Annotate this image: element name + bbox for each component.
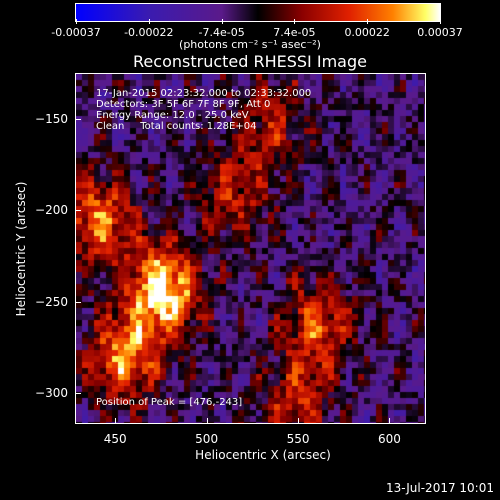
annotation-time: 17-Jan-2015 02:23:32.000 to 02:33:32.000 [96,88,312,99]
colorbar-tick-mark [148,19,150,24]
y-axis-label: Heliocentric Y (arcsec) [14,181,28,317]
x-axis-label: Heliocentric X (arcsec) [195,448,331,462]
y-tick-mark [75,301,81,303]
colorbar-tick-mark [367,19,369,24]
y-tick-label: −200 [35,203,68,218]
colorbar-tick-mark [76,19,77,24]
footer-date: 13-Jul-2017 10:01 [385,481,494,495]
x-tick-label: 600 [377,432,401,446]
chart-title: Reconstructed RHESSI Image [133,52,367,71]
colorbar-tick-label: -7.4e-05 [198,26,245,39]
annotation-peak: Position of Peak = [476,-243] [96,397,243,408]
plot-area [75,73,426,424]
annotation-energy: Energy Range: 12.0 - 25.0 keV [96,110,249,121]
y-tick-mark [75,210,81,212]
x-tick-mark [298,418,300,424]
y-tick-label: −250 [35,294,68,309]
y-tick-mark [75,392,81,394]
annotation-detectors: Detectors: 3F 5F 6F 7F 8F 9F, Att 0 [96,99,271,110]
x-tick-label: 550 [286,432,310,446]
colorbar-tick-mark [294,19,296,24]
x-tick-mark [389,418,391,424]
colorbar-tick-mark [221,19,223,24]
heatmap-image [76,74,425,423]
colorbar-tick-mark [440,19,441,24]
annotation-clean: Clean Total counts: 1.28E+04 [96,121,257,132]
colorbar-tick-label: 0.00022 [344,26,390,39]
x-tick-mark [206,418,208,424]
x-tick-mark [115,418,117,424]
x-tick-label: 500 [195,432,219,446]
x-tick-label: 450 [103,432,127,446]
y-tick-mark [75,118,81,120]
colorbar-units: (photons cm⁻² s⁻¹ asec⁻²) [179,38,321,51]
y-tick-label: −300 [35,385,68,400]
y-tick-label: −150 [35,111,68,126]
colorbar [75,3,441,22]
colorbar-tick-label: 0.00037 [417,26,463,39]
colorbar-tick-label: -0.00037 [51,26,101,39]
colorbar-tick-label: 7.4e-05 [273,26,316,39]
colorbar-tick-label: -0.00022 [124,26,174,39]
